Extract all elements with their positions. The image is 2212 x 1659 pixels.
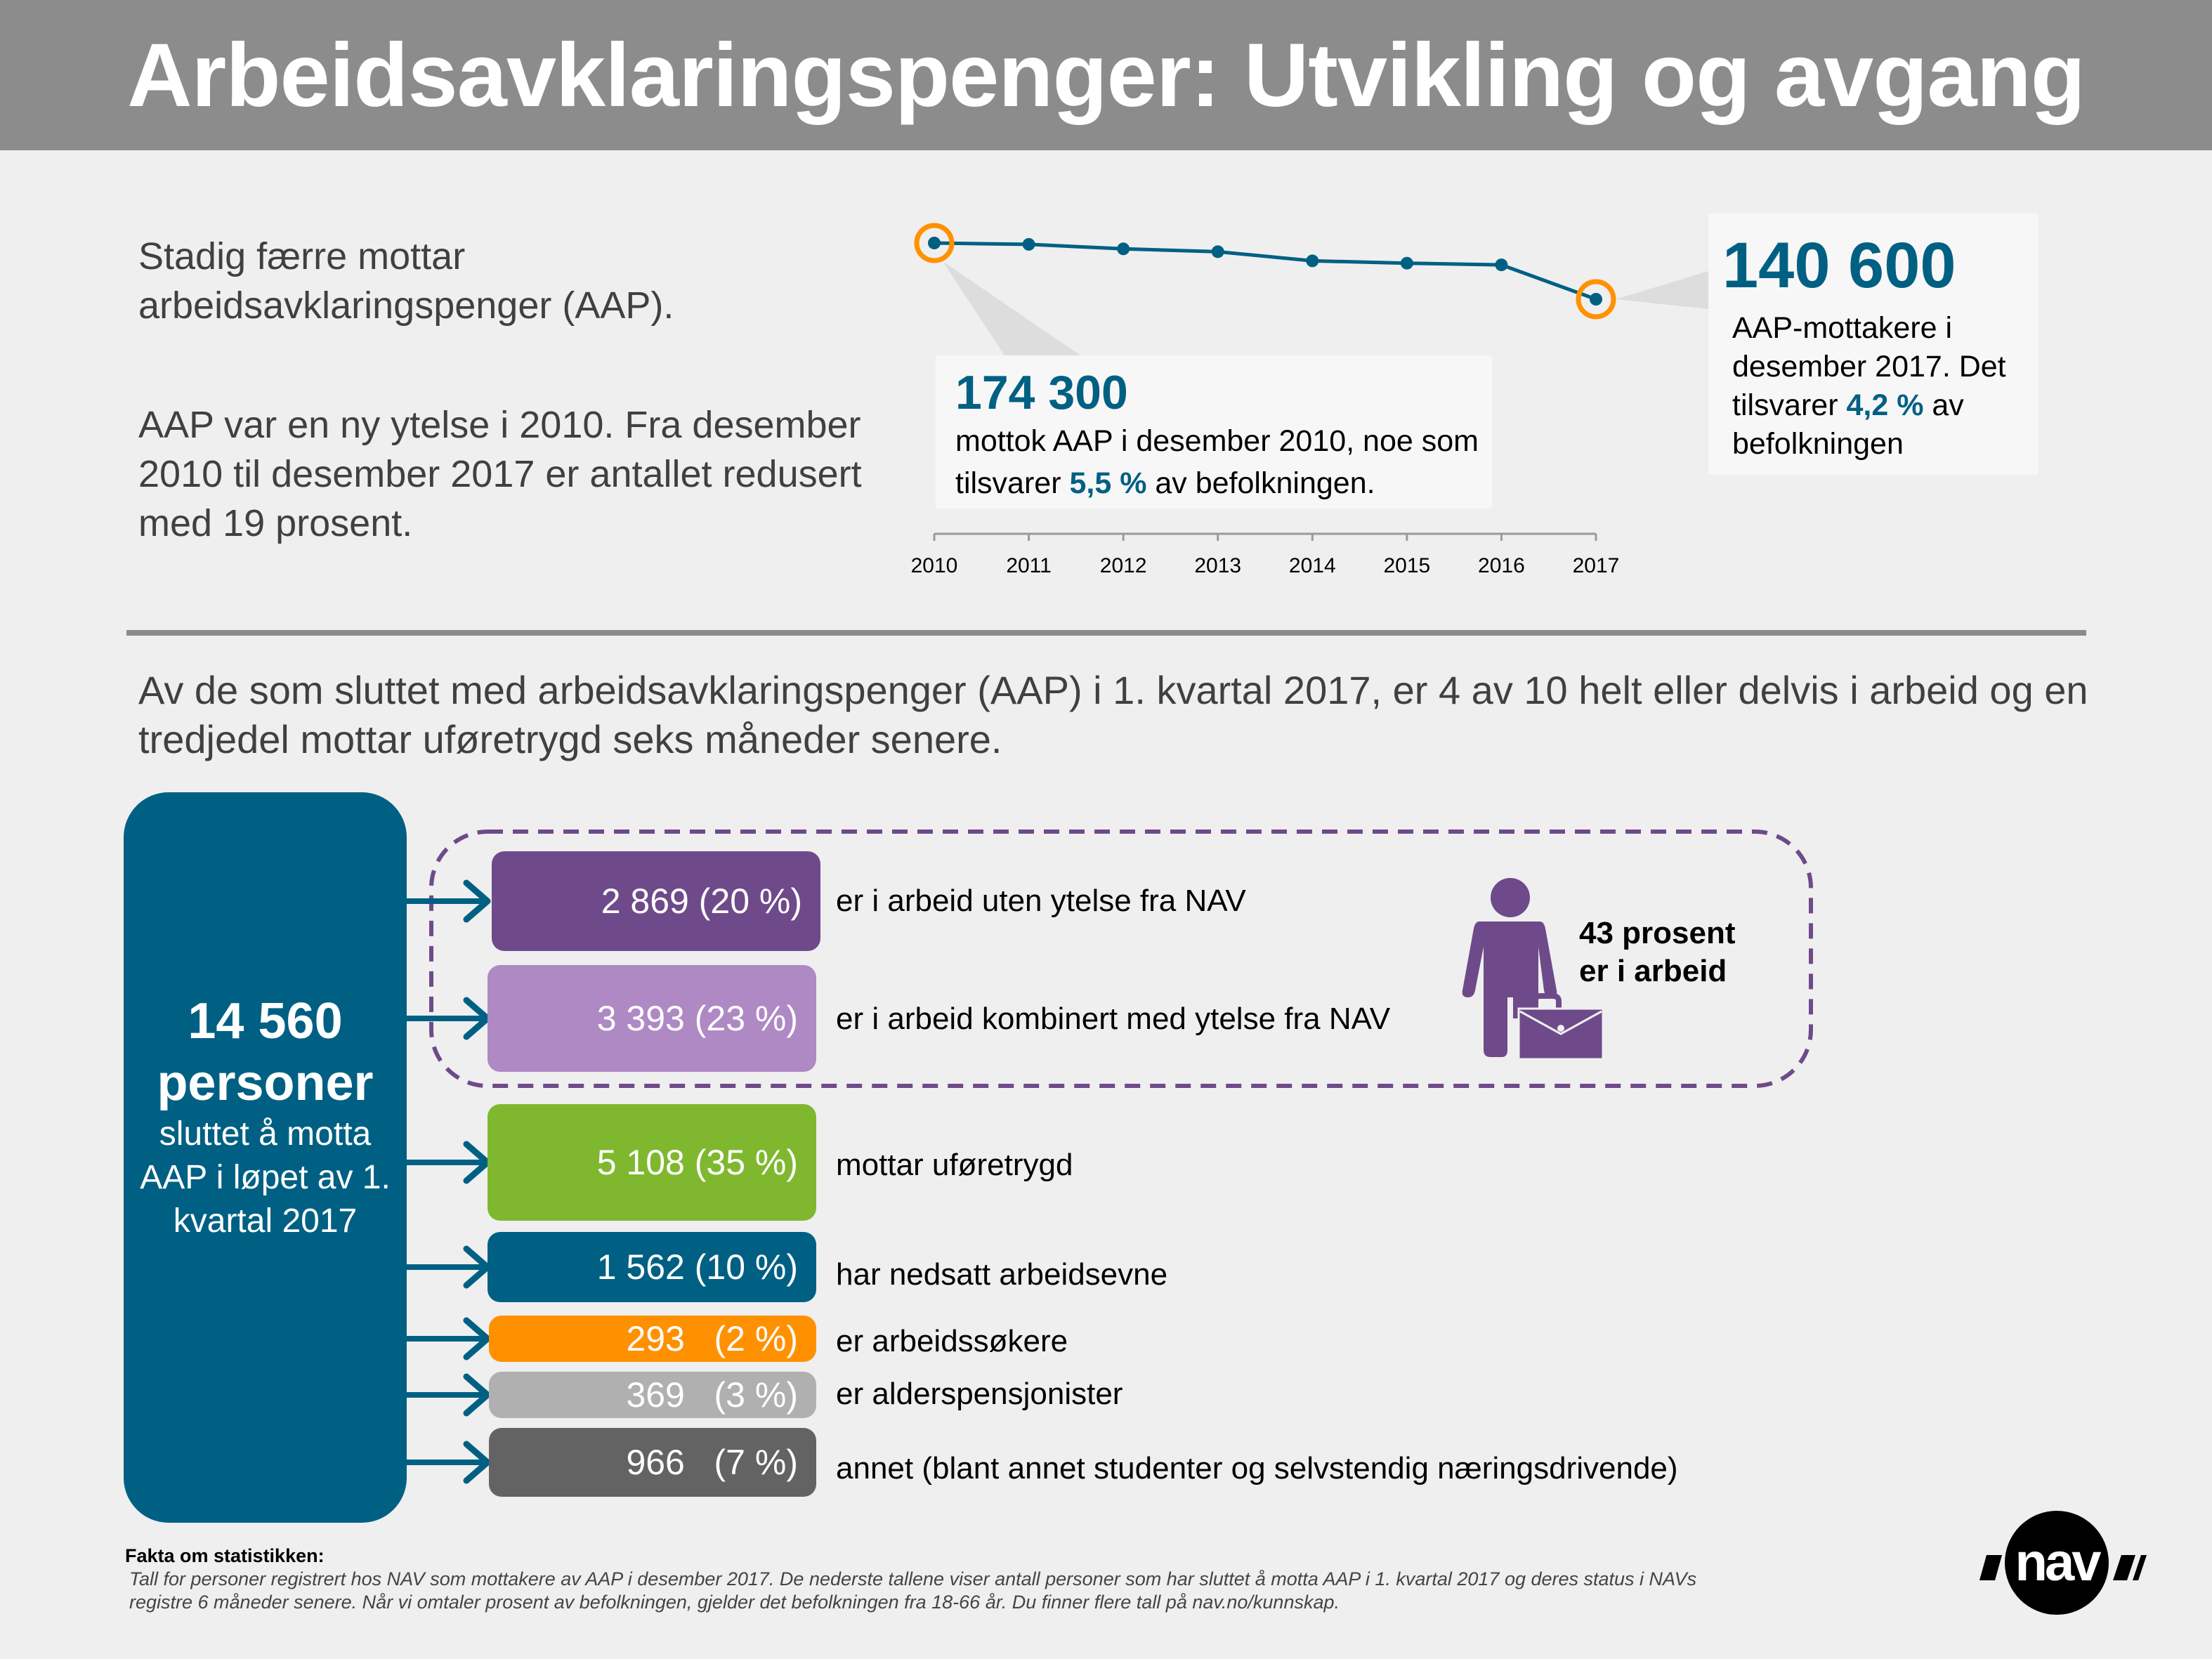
outcome-value: 369 (3 %) [626,1375,798,1415]
source-box: 14 560 personer sluttet å motta AAP i lø… [124,792,407,1523]
x-tick-label: 2015 [1383,554,1430,577]
outcome-value: 3 393 (23 %) [596,999,798,1038]
arrow-icon [406,879,491,923]
callout-2010-percent: 5,5 % [1069,466,1147,500]
arrow-icon [406,997,491,1040]
source-count: 14 560 personer [157,993,374,1111]
outcome-label: annet (blant annet studenter og selvsten… [836,1451,1678,1486]
x-tick-label: 2014 [1289,554,1336,577]
callout-2017: 140 600 AAP-mottakere i desember 2017. D… [1708,214,2038,475]
data-point-2015 [1400,256,1413,270]
x-tick-label: 2011 [1006,554,1052,577]
work-group-label: 43 prosent er i arbeid [1579,914,1736,990]
arrow-icon [406,1373,491,1417]
outcome-box: 5 108 (35 %) [487,1104,816,1221]
outcome-box: 1 562 (10 %) [487,1232,816,1302]
outcome-label: er alderspensjonister [836,1377,1123,1411]
outcome-value: 1 562 (10 %) [596,1247,798,1287]
arrow-icon [406,1317,491,1360]
outcome-label: er i arbeid uten ytelse fra NAV [836,884,1246,918]
source-description: sluttet å motta AAP i løpet av 1. kvarta… [140,1115,391,1240]
work-group-outline [429,830,1813,1088]
outcome-box: 966 (7 %) [489,1428,816,1497]
outcome-value: 966 (7 %) [626,1443,798,1482]
nav-logo-text: nav [2015,1533,2102,1592]
outcome-value: 2 869 (20 %) [601,881,802,921]
work-group-caption: er i arbeid [1579,954,1727,988]
highlight-ring-2010 [914,223,955,263]
x-tick-label: 2016 [1478,554,1525,577]
data-point-2013 [1211,245,1224,258]
work-group-percent: 43 prosent [1579,916,1736,950]
outcome-label: mottar uføretrygd [836,1148,1073,1182]
intro-paragraph-2: AAP var en ny ytelse i 2010. Fra desembe… [138,404,862,544]
x-tick-label: 2010 [911,554,958,577]
x-tick-label: 2013 [1194,554,1241,577]
data-point-2011 [1022,237,1035,251]
data-point-2012 [1117,242,1130,256]
callout-pointer-end [1616,271,1708,309]
callout-2010-value: 174 300 [955,366,1128,419]
callout-pointer-start [943,261,1080,355]
outcome-box: 3 393 (23 %) [487,965,816,1072]
outcome-box: 369 (3 %) [489,1372,816,1418]
data-point-2014 [1306,254,1319,268]
arrow-icon [406,1141,491,1184]
footer-text: Tall for personer registrert hos NAV som… [129,1568,1697,1613]
data-point-2010 [928,237,941,249]
footer-heading: Fakta om statistikken: [125,1545,325,1566]
page-title: Arbeidsavklaringspenger: Utvikling og av… [127,25,2086,126]
outcome-value: 5 108 (35 %) [596,1143,798,1182]
intro-paragraph-1: Stadig færre mottar arbeidsavklaringspen… [138,235,674,327]
line-chart: 2010 2011 2012 2013 2014 2015 2016 2017 [911,223,1708,577]
highlight-ring-2017 [1576,279,1616,320]
outcome-box: 293 (2 %) [489,1316,816,1362]
flow-heading: Av de som sluttet med arbeidsavklaringsp… [138,668,2088,761]
callout-2017-percent: 4,2 % [1846,388,1924,422]
outcome-label: er arbeidssøkere [836,1324,1068,1358]
header-bar [0,0,2212,150]
x-tick-label: 2012 [1100,554,1147,577]
x-tick-label: 2017 [1573,554,1620,577]
worker-briefcase-icon [1462,878,1604,1061]
callout-2017-text: AAP-mottakere i desember 2017. Det tilsv… [1732,311,2006,461]
data-point-2016 [1495,258,1508,272]
callout-2010-text: mottok AAP i desember 2010, noe som tils… [955,424,1479,500]
outcome-value: 293 (2 %) [626,1319,798,1358]
outcome-label: har nedsatt arbeidsevne [836,1257,1168,1292]
series-line [934,241,1597,301]
outcome-label: er i arbeid kombinert med ytelse fra NAV [836,1002,1391,1036]
nav-logo: nav [1979,1511,2147,1615]
section-divider [126,630,2086,636]
data-point-2017 [1590,293,1602,306]
arrow-icon [406,1245,491,1289]
arrow-icon [406,1441,491,1484]
callout-2010: 174 300 mottok AAP i desember 2010, noe … [936,355,1492,509]
callout-2017-value: 140 600 [1722,230,1956,301]
outcome-box: 2 869 (20 %) [492,851,820,951]
